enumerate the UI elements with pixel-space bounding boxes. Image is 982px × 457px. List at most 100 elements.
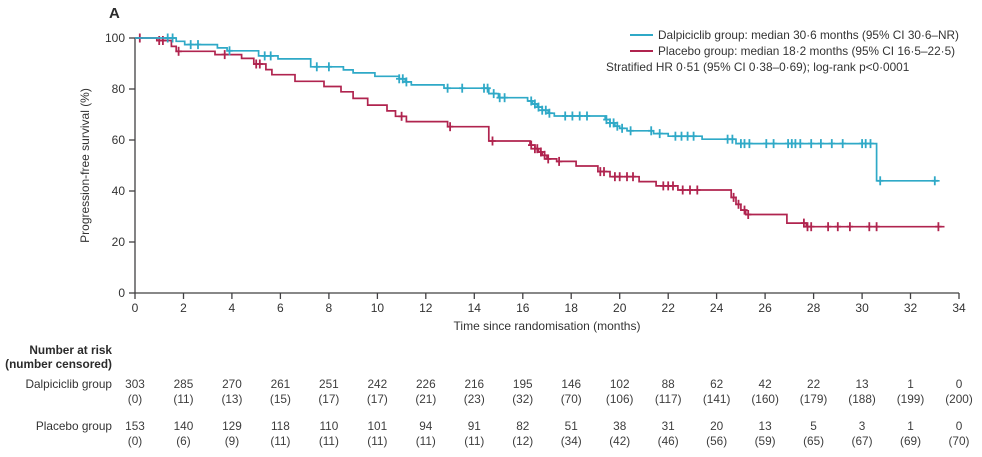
y-tick-label: 60 [112, 133, 126, 147]
x-tick-label: 0 [132, 301, 139, 315]
legend-entry-placebo: Placebo group: median 18·2 months (95% C… [630, 43, 982, 59]
censored-count: (15) [269, 392, 291, 406]
censored-count: (200) [945, 392, 973, 406]
censored-count: (70) [560, 392, 582, 406]
at-risk-count: 62 [710, 377, 724, 391]
placebo-line-swatch [630, 50, 653, 52]
at-risk-count: 101 [367, 419, 388, 433]
x-tick-label: 4 [229, 301, 236, 315]
at-risk-count: 13 [855, 377, 869, 391]
x-tick-label: 28 [807, 301, 821, 315]
legend-label-placebo: Placebo group: median 18·2 months (95% C… [658, 44, 956, 58]
censored-count: (11) [173, 392, 194, 406]
x-tick-label: 32 [904, 301, 918, 315]
y-tick-label: 20 [112, 235, 126, 249]
at-risk-count: 285 [173, 377, 194, 391]
at-risk-count: 129 [222, 419, 242, 433]
at-risk-count: 242 [367, 377, 388, 391]
censored-count: (69) [900, 434, 921, 448]
censored-count: (179) [799, 392, 828, 406]
censored-count: (23) [463, 392, 485, 406]
censored-count: (42) [609, 434, 631, 448]
at-risk-count: 110 [319, 419, 339, 433]
censored-count: (141) [702, 392, 731, 406]
legend-label-dalpiciclib: Dalpiciclib group: median 30·6 months (9… [658, 28, 959, 42]
at-risk-count: 38 [613, 419, 627, 433]
y-axis-title: Progression-free survival (%) [78, 88, 92, 243]
x-tick-label: 2 [180, 301, 187, 315]
y-tick-label: 40 [112, 184, 126, 198]
at-risk-count: 102 [609, 377, 630, 391]
censored-count: (6) [176, 434, 191, 448]
at-risk-count: 251 [319, 377, 339, 391]
at-risk-count: 94 [419, 419, 433, 433]
x-tick-label: 6 [277, 301, 284, 315]
at-risk-count: 118 [271, 419, 290, 433]
censored-count: (70) [948, 434, 970, 448]
dalpiciclib-line-swatch [630, 34, 653, 36]
at-risk-count: 3 [858, 419, 866, 433]
x-tick-label: 10 [371, 301, 385, 315]
legend-entry-dalpiciclib: Dalpiciclib group: median 30·6 months (9… [630, 27, 982, 43]
at-risk-count: 51 [564, 419, 578, 433]
risk-table-header-line2: (number censored) [5, 357, 112, 371]
censored-count: (34) [560, 434, 582, 448]
censored-count: (11) [270, 434, 291, 448]
at-risk-count: 42 [758, 377, 772, 391]
at-risk-count: 5 [810, 419, 817, 433]
at-risk-count: 261 [270, 377, 291, 391]
censored-count: (17) [366, 392, 388, 406]
x-tick-label: 8 [326, 301, 333, 315]
risk-row-label-placebo: Placebo group [35, 419, 112, 433]
censored-count: (13) [221, 392, 243, 406]
panel-label: A [109, 5, 120, 22]
risk-table-header-line1: Number at risk [29, 343, 112, 357]
x-tick-label: 18 [565, 301, 579, 315]
censored-count: (17) [318, 392, 340, 406]
censored-count: (106) [605, 392, 634, 406]
x-axis-title: Time since randomisation (months) [454, 319, 641, 333]
y-tick-label: 80 [112, 82, 126, 96]
at-risk-count: 88 [661, 377, 675, 391]
censored-count: (56) [706, 434, 728, 448]
x-tick-label: 12 [419, 301, 433, 315]
at-risk-count: 31 [661, 419, 675, 433]
x-tick-label: 34 [952, 301, 966, 315]
at-risk-count: 0 [955, 419, 963, 433]
at-risk-count: 216 [464, 377, 485, 391]
at-risk-count: 146 [561, 377, 582, 391]
stratified-hr-note: Stratified HR 0·51 (95% CI 0·38–0·69); l… [606, 60, 910, 74]
at-risk-count: 226 [415, 377, 436, 391]
censored-count: (0) [127, 434, 143, 448]
at-risk-count: 303 [125, 377, 145, 391]
censored-count: (11) [367, 434, 388, 448]
y-tick-label: 100 [105, 31, 125, 45]
censored-count: (21) [415, 392, 437, 406]
at-risk-count: 20 [710, 419, 724, 433]
at-risk-count: 22 [807, 377, 821, 391]
censored-count: (117) [654, 392, 682, 406]
censored-count: (11) [464, 434, 485, 448]
censored-count: (160) [751, 392, 779, 406]
censored-count: (11) [318, 434, 339, 448]
censored-count: (9) [224, 434, 240, 448]
censored-count: (199) [896, 392, 925, 406]
x-tick-label: 22 [662, 301, 676, 315]
censored-count: (11) [415, 434, 436, 448]
censored-count: (59) [754, 434, 776, 448]
legend: Dalpiciclib group: median 30·6 months (9… [606, 27, 982, 75]
at-risk-count: 140 [173, 419, 194, 433]
censored-count: (0) [127, 392, 143, 406]
at-risk-count: 270 [222, 377, 242, 391]
at-risk-count: 1 [907, 377, 914, 391]
x-tick-label: 14 [468, 301, 482, 315]
y-tick-label: 0 [118, 286, 125, 300]
censored-count: (32) [512, 392, 534, 406]
at-risk-count: 82 [516, 419, 530, 433]
x-tick-label: 16 [516, 301, 530, 315]
censored-count: (188) [848, 392, 876, 406]
censored-count: (67) [851, 434, 873, 448]
x-tick-label: 26 [758, 301, 772, 315]
at-risk-count: 1 [907, 419, 914, 433]
